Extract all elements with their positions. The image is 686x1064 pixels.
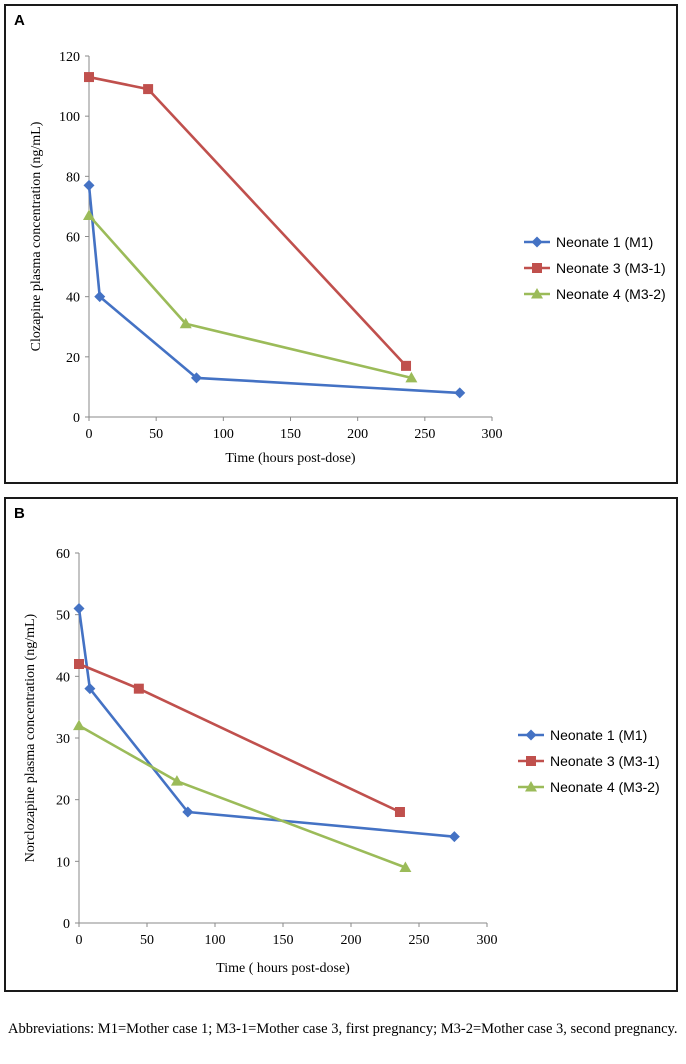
x-tick-label: 300	[482, 427, 503, 442]
data-point	[399, 861, 412, 872]
series-line	[77, 608, 455, 838]
data-point	[401, 360, 412, 371]
series-line	[88, 75, 407, 367]
x-tick-label: 200	[341, 933, 362, 948]
x-axis-title: Time (hours post-dose)	[225, 451, 355, 466]
chart-b-svg: 0 10 20 30 40 50 60 0 50 100 150 200 250 300 Time ( ho…	[23, 547, 660, 976]
data-point	[94, 291, 106, 303]
data-point	[74, 659, 84, 669]
data-point	[73, 719, 85, 731]
legend-label: Neonate 3 (M3-1)	[550, 753, 660, 769]
x-tick-label: 250	[409, 933, 430, 948]
data-point	[133, 683, 144, 694]
series-3	[73, 719, 412, 872]
data-point	[73, 603, 85, 614]
y-tick-label: 80	[66, 170, 80, 185]
series-line	[88, 214, 412, 380]
panel-label-a: A	[14, 12, 25, 29]
chart-panel-a: A 0 20 40 60 80 100 120 0 50 100 150 200 250 300 Time …	[4, 4, 678, 484]
y-axis-title: Norclozapine plasma concentration (ng/mL…	[23, 613, 38, 862]
series-line	[87, 185, 460, 395]
legend-marker	[531, 288, 543, 299]
x-tick-label: 200	[347, 427, 368, 442]
series-2	[84, 72, 412, 371]
series-2	[74, 659, 405, 817]
y-axis-title: Clozapine plasma concentration (ng/mL)	[29, 121, 44, 351]
x-tick-label: 150	[280, 427, 301, 442]
y-tick-label: 40	[56, 670, 70, 685]
data-point	[83, 179, 95, 191]
x-tick-label: 150	[273, 933, 294, 948]
x-tick-label: 50	[140, 933, 154, 948]
y-tick-label: 40	[66, 291, 80, 306]
legend-marker	[526, 756, 536, 766]
legend-item-1: Neonate 1 (M1)	[518, 727, 647, 743]
data-point	[448, 831, 460, 843]
x-tick-label: 0	[86, 427, 93, 442]
data-point	[182, 806, 194, 818]
y-tick-label: 120	[59, 50, 80, 65]
data-point	[394, 807, 405, 817]
legend-marker	[525, 781, 537, 792]
chart-panel-b: B 0 10 20 30 40 50 60 0 50 100 150 200 250 300 Time ( …	[4, 497, 678, 992]
y-tick-label: 0	[73, 411, 80, 426]
data-point	[83, 209, 95, 220]
y-tick-label: 10	[56, 855, 70, 870]
legend-item-2: Neonate 3 (M3-1)	[518, 753, 660, 769]
legend-label: Neonate 4 (M3-2)	[556, 286, 666, 302]
y-tick-label: 20	[56, 794, 70, 809]
legend-label: Neonate 1 (M1)	[550, 727, 647, 743]
series-1	[73, 603, 460, 843]
series-line	[78, 662, 401, 814]
legend-marker	[525, 729, 537, 741]
data-point	[454, 387, 466, 399]
x-tick-label: 300	[477, 933, 498, 948]
legend-marker	[532, 263, 542, 273]
data-point	[84, 683, 96, 695]
x-tick-label: 50	[149, 427, 163, 442]
legend-label: Neonate 4 (M3-2)	[550, 779, 660, 795]
data-point	[170, 775, 183, 786]
y-tick-label: 50	[56, 609, 70, 624]
legend-label: Neonate 3 (M3-1)	[556, 260, 666, 276]
y-tick-label: 20	[66, 351, 80, 366]
legend-item-1: Neonate 1 (M1)	[524, 234, 653, 250]
legend-item-3: Neonate 4 (M3-2)	[524, 286, 666, 302]
x-tick-label: 0	[76, 933, 83, 948]
x-tick-label: 100	[213, 427, 234, 442]
data-point	[405, 371, 418, 383]
data-point	[143, 84, 154, 95]
series-1	[83, 179, 466, 399]
x-tick-label: 100	[205, 933, 226, 948]
legend-item-3: Neonate 4 (M3-2)	[518, 779, 660, 795]
y-tick-label: 30	[56, 732, 70, 747]
y-tick-label: 60	[56, 547, 70, 562]
panel-label-b: B	[14, 505, 25, 522]
y-tick-label: 0	[63, 917, 70, 932]
data-point	[190, 372, 202, 384]
legend-label: Neonate 1 (M1)	[556, 234, 653, 250]
x-tick-label: 250	[414, 427, 435, 442]
y-tick-label: 60	[66, 231, 80, 246]
series-3	[83, 209, 418, 383]
chart-a-svg: 0 20 40 60 80 100 120 0 50 100 150 200 250 300 Time (h…	[29, 50, 666, 466]
y-tick-label: 100	[59, 110, 80, 125]
data-point	[84, 72, 94, 83]
data-point	[179, 317, 192, 329]
series-line	[78, 724, 406, 869]
legend-marker	[531, 236, 543, 248]
abbreviations-footnote: Abbreviations: M1=Mother case 1; M3-1=Mo…	[8, 1021, 678, 1037]
legend-item-2: Neonate 3 (M3-1)	[524, 260, 666, 276]
x-axis-title: Time ( hours post-dose)	[216, 961, 350, 976]
